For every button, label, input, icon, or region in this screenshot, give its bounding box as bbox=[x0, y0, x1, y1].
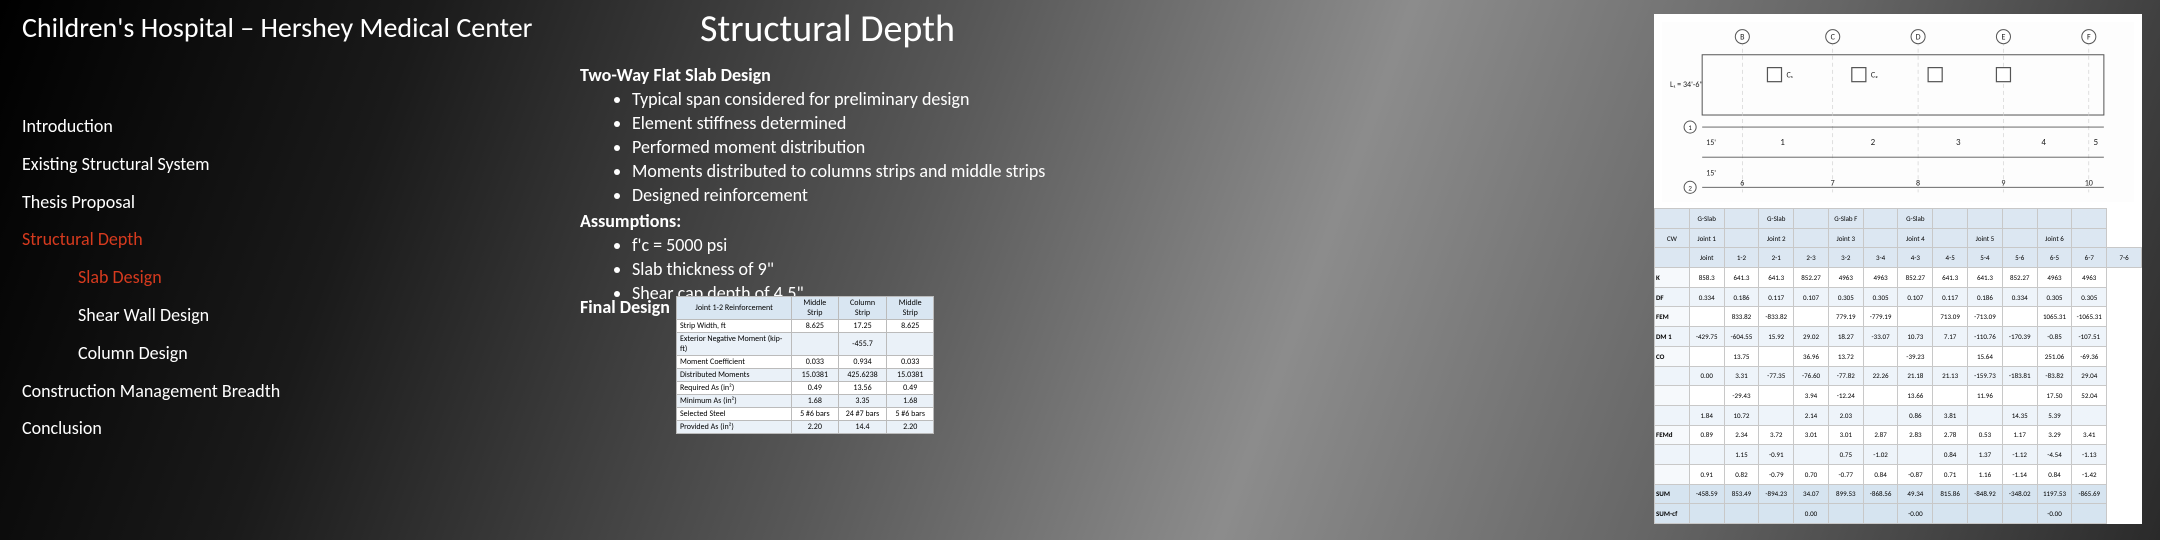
svg-text:2: 2 bbox=[1688, 183, 1692, 192]
svg-text:F: F bbox=[2087, 33, 2091, 43]
bullet: Moments distributed to columns strips an… bbox=[632, 160, 1140, 182]
svg-text:C₂: C₂ bbox=[1871, 71, 1878, 81]
bullet: Slab thickness of 9" bbox=[632, 258, 1140, 280]
side-nav: IntroductionExisting Structural SystemTh… bbox=[22, 108, 280, 448]
svg-text:15': 15' bbox=[1706, 168, 1716, 178]
slide-title: Structural Depth bbox=[700, 6, 955, 52]
nav-item[interactable]: Shear Wall Design bbox=[22, 297, 280, 335]
bullet: Designed reinforcement bbox=[632, 184, 1140, 206]
svg-text:9: 9 bbox=[2001, 178, 2005, 188]
plan-diagram: B C D E F 1 2 C₁ C₂ L₁ = 34'-6" 15' 15' 1 2 3 4 5 6 7 8 9 10 bbox=[1662, 22, 2134, 202]
svg-text:3: 3 bbox=[1956, 137, 1961, 148]
section2-heading: Assumptions: bbox=[580, 210, 1140, 232]
svg-text:D: D bbox=[1916, 33, 1921, 43]
main-content: Two-Way Flat Slab Design Typical span co… bbox=[580, 60, 1140, 306]
svg-text:2: 2 bbox=[1871, 137, 1876, 148]
svg-text:L₁ = 34'-6": L₁ = 34'-6" bbox=[1670, 80, 1703, 90]
svg-text:1: 1 bbox=[1780, 137, 1785, 148]
section1-bullets: Typical span considered for preliminary … bbox=[580, 88, 1140, 206]
bullet: Typical span considered for preliminary … bbox=[632, 88, 1140, 110]
bullet: Performed moment distribution bbox=[632, 136, 1140, 158]
nav-item[interactable]: Column Design bbox=[22, 335, 280, 373]
svg-text:C: C bbox=[1831, 33, 1836, 43]
svg-text:10: 10 bbox=[2085, 178, 2093, 188]
nav-item[interactable]: Introduction bbox=[22, 108, 280, 146]
svg-text:15': 15' bbox=[1706, 138, 1716, 148]
bullet: Element stiffness determined bbox=[632, 112, 1140, 134]
nav-item[interactable]: Conclusion bbox=[22, 410, 280, 448]
svg-text:E: E bbox=[2001, 33, 2005, 43]
nav-item[interactable]: Thesis Proposal bbox=[22, 184, 280, 222]
svg-text:B: B bbox=[1740, 33, 1745, 43]
section2-bullets: f'c = 5000 psiSlab thickness of 9"Shear … bbox=[580, 234, 1140, 304]
page-header: Children's Hospital – Hershey Medical Ce… bbox=[22, 10, 532, 45]
nav-item[interactable]: Existing Structural System bbox=[22, 146, 280, 184]
right-panel: BCDEF12C₁C₂L₁ = 34'-6"15'15'12345678910 … bbox=[1654, 14, 2142, 524]
final-design-table: Joint 1-2 ReinforcementMiddle StripColum… bbox=[676, 296, 934, 434]
nav-item[interactable]: Structural Depth bbox=[22, 221, 280, 259]
nav-item[interactable]: Slab Design bbox=[22, 259, 280, 297]
svg-text:5: 5 bbox=[2094, 137, 2099, 148]
bullet: f'c = 5000 psi bbox=[632, 234, 1140, 256]
svg-text:1: 1 bbox=[1688, 123, 1692, 132]
section1-heading: Two-Way Flat Slab Design bbox=[580, 64, 1140, 86]
moment-distribution-table: G-SlabG-SlabG-Slab FG-SlabCWJoint 1Joint… bbox=[1654, 208, 2142, 524]
svg-text:8: 8 bbox=[1916, 178, 1920, 188]
svg-text:C₁: C₁ bbox=[1787, 71, 1793, 81]
final-design-label: Final Design bbox=[580, 296, 670, 318]
svg-text:6: 6 bbox=[1740, 178, 1744, 188]
svg-text:4: 4 bbox=[2041, 137, 2046, 148]
svg-text:7: 7 bbox=[1831, 178, 1835, 188]
nav-item[interactable]: Construction Management Breadth bbox=[22, 373, 280, 411]
